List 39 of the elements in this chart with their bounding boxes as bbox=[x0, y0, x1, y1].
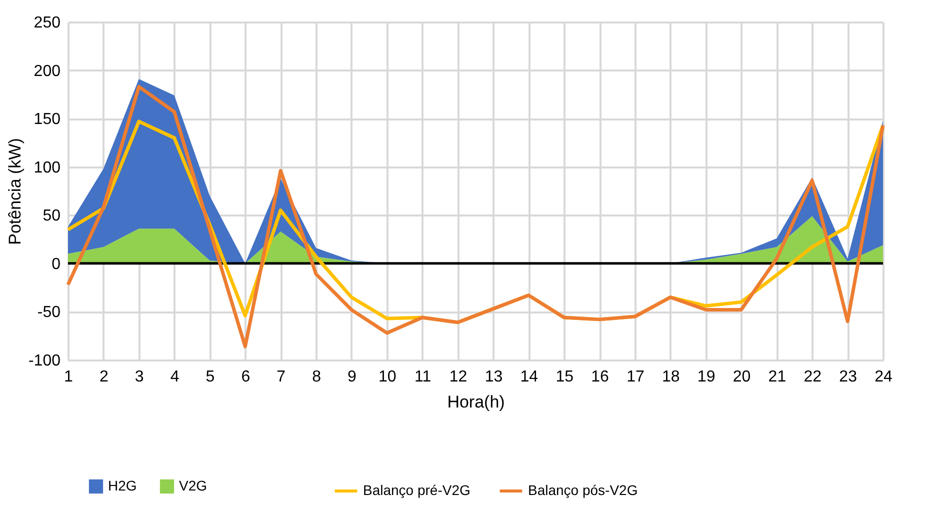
x-tick-label: 7 bbox=[276, 368, 286, 386]
x-tick-label: 18 bbox=[662, 368, 680, 386]
legend-label: Balanço pré-V2G bbox=[363, 482, 470, 498]
x-tick-label: 22 bbox=[804, 368, 822, 386]
x-tick-label: 13 bbox=[484, 368, 503, 386]
legend-label: Balanço pós-V2G bbox=[528, 482, 638, 498]
x-tick-label: 15 bbox=[556, 368, 574, 386]
x-tick-label: 1 bbox=[64, 368, 74, 386]
x-tick-label: 12 bbox=[449, 368, 468, 386]
y-tick-label: 150 bbox=[34, 111, 61, 128]
y-tick-label: 200 bbox=[34, 62, 61, 80]
x-tick-label: 17 bbox=[626, 368, 644, 386]
y-tick-label: -100 bbox=[28, 352, 61, 370]
x-tick-label: 9 bbox=[348, 368, 357, 386]
x-axis-title: Hora(h) bbox=[447, 392, 505, 412]
x-tick-label: 8 bbox=[312, 368, 322, 386]
x-tick-label: 14 bbox=[520, 368, 538, 386]
legend-label: H2G bbox=[108, 477, 137, 494]
legend-label: V2G bbox=[179, 477, 208, 494]
y-tick-label: 50 bbox=[42, 208, 61, 225]
x-tick-label: 4 bbox=[170, 368, 180, 386]
x-tick-label: 21 bbox=[768, 368, 786, 386]
x-tick-label: 19 bbox=[697, 368, 716, 386]
x-tick-label: 6 bbox=[241, 368, 250, 386]
y-axis-title: Potência (kW) bbox=[5, 138, 24, 245]
x-tick-label: 5 bbox=[206, 368, 215, 386]
x-tick-label: 20 bbox=[732, 368, 751, 386]
x-tick-label: 11 bbox=[414, 368, 432, 386]
x-tick-label: 3 bbox=[134, 368, 144, 386]
x-tick-label: 24 bbox=[874, 368, 892, 386]
y-tick-label: -50 bbox=[37, 304, 61, 322]
x-tick-label: 16 bbox=[591, 368, 610, 386]
x-tick-label: 10 bbox=[378, 368, 396, 386]
x-tick-label: 23 bbox=[839, 368, 858, 386]
y-tick-label: 100 bbox=[34, 159, 61, 176]
line-series bbox=[66, 84, 885, 348]
y-tick-label: 0 bbox=[52, 256, 61, 273]
x-tick-label: 2 bbox=[99, 368, 108, 386]
y-tick-label: 250 bbox=[34, 14, 61, 32]
